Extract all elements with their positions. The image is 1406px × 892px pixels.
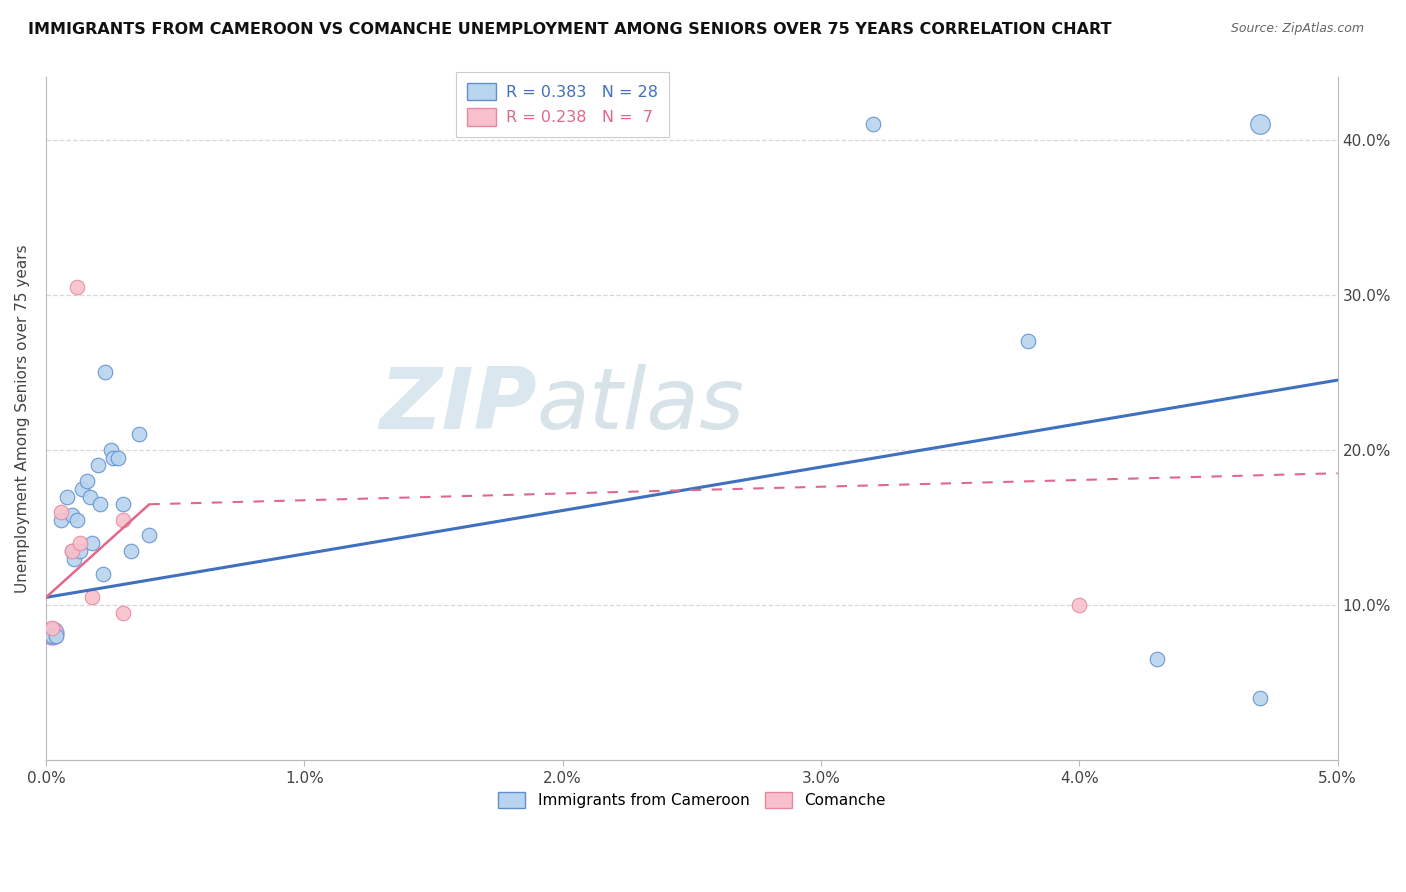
Point	[51, 513, 73, 527]
Point	[107, 450, 129, 465]
Point	[82, 591, 104, 605]
Point	[51, 505, 73, 519]
Point	[45, 629, 67, 643]
Point	[120, 544, 142, 558]
Point	[1017, 334, 1039, 349]
Point	[128, 427, 150, 442]
Point	[86, 458, 108, 473]
Point	[101, 450, 124, 465]
Point	[1146, 652, 1168, 666]
Text: IMMIGRANTS FROM CAMEROON VS COMANCHE UNEMPLOYMENT AMONG SENIORS OVER 75 YEARS CO: IMMIGRANTS FROM CAMEROON VS COMANCHE UNE…	[28, 22, 1112, 37]
Point	[60, 508, 83, 523]
Point	[69, 536, 91, 550]
Text: Source: ZipAtlas.com: Source: ZipAtlas.com	[1230, 22, 1364, 36]
Point	[41, 622, 63, 636]
Point	[91, 567, 114, 582]
Point	[55, 490, 77, 504]
Point	[100, 442, 122, 457]
Point	[1249, 117, 1271, 131]
Text: ZIP: ZIP	[380, 364, 537, 447]
Point	[69, 544, 91, 558]
Point	[63, 551, 86, 566]
Point	[66, 280, 89, 294]
Point	[112, 513, 135, 527]
Y-axis label: Unemployment Among Seniors over 75 years: Unemployment Among Seniors over 75 years	[15, 244, 30, 593]
Legend: Immigrants from Cameroon, Comanche: Immigrants from Cameroon, Comanche	[492, 786, 891, 814]
Point	[66, 513, 89, 527]
Point	[41, 626, 63, 640]
Point	[1069, 598, 1091, 612]
Point	[112, 497, 135, 511]
Point	[89, 497, 111, 511]
Point	[112, 606, 135, 620]
Point	[60, 544, 83, 558]
Point	[1249, 691, 1271, 706]
Point	[138, 528, 160, 542]
Point	[60, 544, 83, 558]
Point	[94, 365, 117, 379]
Point	[41, 629, 63, 643]
Point	[70, 482, 93, 496]
Point	[79, 490, 101, 504]
Text: atlas: atlas	[537, 364, 745, 447]
Point	[76, 474, 98, 488]
Point	[82, 536, 104, 550]
Point	[862, 117, 884, 131]
